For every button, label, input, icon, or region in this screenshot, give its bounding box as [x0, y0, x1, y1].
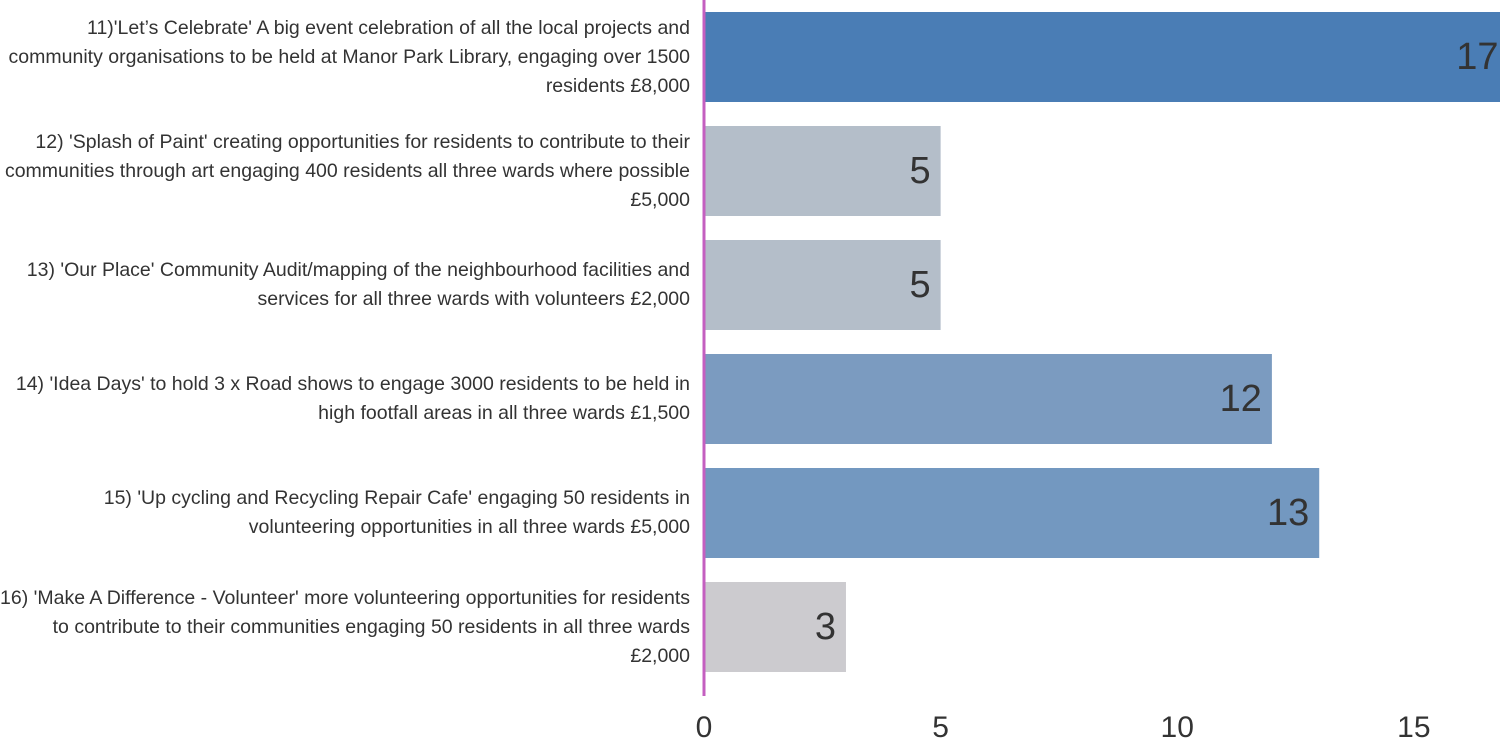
value-label: 17 [1456, 36, 1498, 78]
bar [704, 468, 1320, 558]
category-text: 14) 'Idea Days' to hold 3 x Road shows t… [15, 373, 690, 424]
category-label: 15) 'Up cycling and Recycling Repair Caf… [0, 456, 690, 570]
category-text: 15) 'Up cycling and Recycling Repair Caf… [103, 487, 690, 538]
category-text: 12) 'Splash of Paint' creating opportuni… [4, 130, 690, 211]
x-tick-label: 15 [1397, 711, 1430, 743]
value-label: 5 [909, 264, 930, 306]
category-label: 11)'Let’s Celebrate' A big event celebra… [0, 0, 690, 114]
value-label: 12 [1220, 378, 1262, 420]
value-label: 3 [815, 606, 836, 648]
bar [704, 126, 941, 216]
category-text: 16) 'Make A Difference - Volunteer' more… [0, 586, 690, 667]
x-tick-label: 0 [696, 711, 713, 743]
category-label: 13) 'Our Place' Community Audit/mapping … [0, 228, 690, 342]
category-label: 14) 'Idea Days' to hold 3 x Road shows t… [0, 342, 690, 456]
category-text: 13) 'Our Place' Community Audit/mapping … [26, 259, 690, 310]
x-tick-label: 5 [932, 711, 949, 743]
value-label: 5 [909, 150, 930, 192]
value-label: 13 [1267, 492, 1309, 534]
category-label: 12) 'Splash of Paint' creating opportuni… [0, 114, 690, 228]
x-tick-label: 10 [1161, 711, 1194, 743]
category-text: 11)'Let’s Celebrate' A big event celebra… [8, 16, 690, 97]
bar [704, 240, 941, 330]
bar [704, 354, 1272, 444]
category-label: 16) 'Make A Difference - Volunteer' more… [0, 570, 690, 684]
bar [704, 12, 1500, 102]
bar [704, 582, 846, 672]
